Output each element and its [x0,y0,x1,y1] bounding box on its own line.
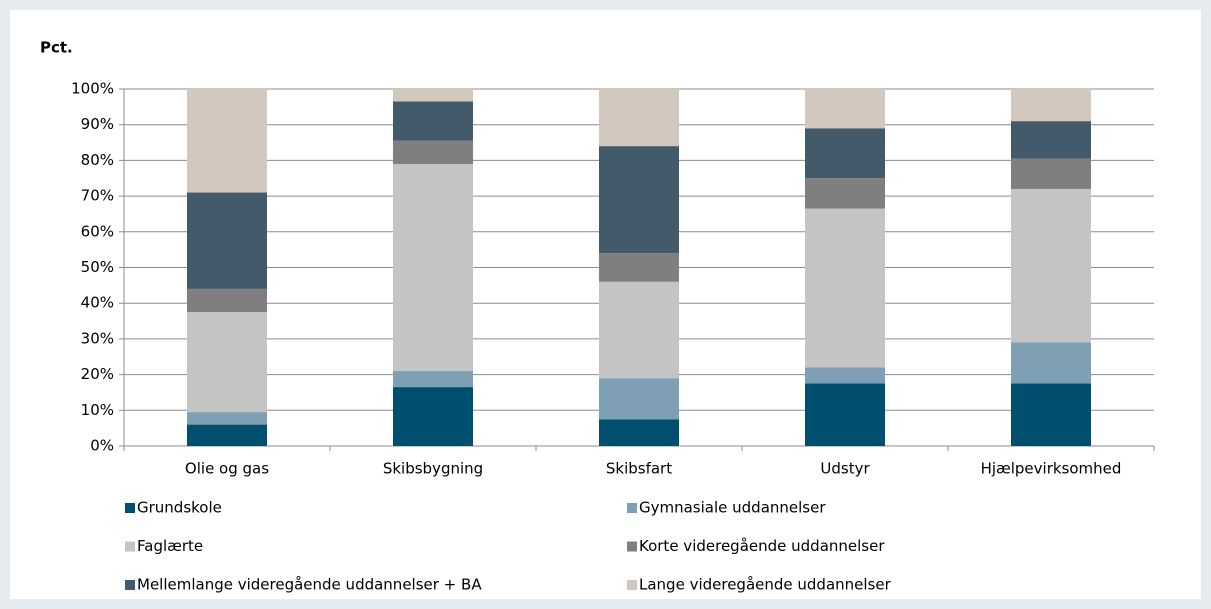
y-tick-label: 50% [81,258,114,276]
bar-segment [1011,188,1091,343]
x-tick-label: Udstyr [820,460,870,478]
y-tick-label: 0% [90,437,114,455]
bar-segment [393,387,473,446]
x-tick-label: Skibsfart [606,460,672,478]
legend-swatch [627,503,637,513]
bar-segment [599,253,679,282]
y-tick-label: 90% [81,115,114,133]
bar-segment [393,101,473,141]
bar-segment [1011,383,1091,446]
y-tick-label: 70% [81,187,114,205]
legend-label: Korte videregående uddannelser [639,537,885,555]
bar-segment [805,383,885,446]
bar-segment [187,412,267,425]
bar-segment [599,378,679,420]
y-tick-label: 40% [81,294,114,312]
legend-swatch [125,503,135,513]
bar-segment [393,371,473,388]
bar-segment [599,281,679,379]
y-tick-label: 20% [81,365,114,383]
bar-segment [393,140,473,164]
y-tick-label: 10% [81,401,114,419]
y-tick-label: 100% [71,80,114,98]
bar-segment [187,89,267,193]
bar-segment [187,424,267,446]
bar-segment [599,419,679,446]
legend-label: Mellemlange videregående uddannelser + B… [137,576,482,594]
bar-segment [805,208,885,368]
bar-segment [805,367,885,384]
legend-swatch [125,541,135,552]
legend-label: Gymnasiale uddannelser [639,499,826,517]
legend-label: Lange videregående uddannelser [639,576,892,594]
bar-segment [805,89,885,129]
legend-swatch [627,580,637,590]
x-tick-label: Olie og gas [185,460,269,478]
legend-label: Faglærte [137,537,203,555]
legend-swatch [125,580,135,590]
bar-segment [393,163,473,372]
x-tick-label: Hjælpevirksomhed [981,460,1122,478]
bar-segment [1011,89,1091,122]
y-tick-label: 80% [81,151,114,169]
bar-segment [187,288,267,313]
bar-segment [187,192,267,289]
y-tick-label: 60% [81,222,114,240]
y-tick-label: 30% [81,329,114,347]
bar-segment [393,89,473,102]
legend-label: Grundskole [137,499,222,517]
bar-segment [599,146,679,254]
bar-segment [1011,158,1091,189]
bar-segment [1011,121,1091,159]
legend-swatch [627,541,637,552]
bar-segment [805,128,885,179]
y-axis-label: Pct. [40,39,73,57]
bar-segment [805,178,885,209]
bar-segment [187,312,267,413]
bar-segment [599,89,679,147]
bar-segment [1011,342,1091,384]
x-tick-label: Skibsbygning [383,460,483,478]
